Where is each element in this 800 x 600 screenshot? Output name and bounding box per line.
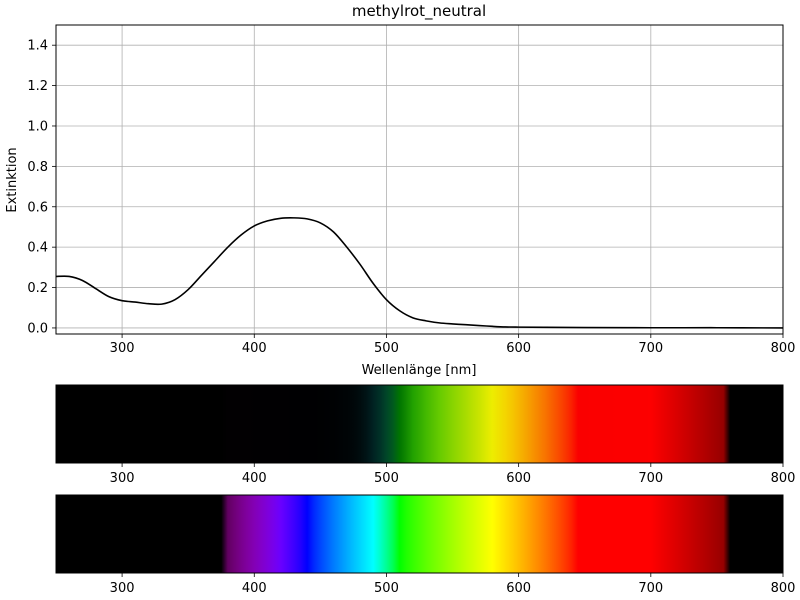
transmitted-x-axis: 300 400 500 600 700 800 — [110, 463, 796, 486]
y-tick-label: 0.2 — [27, 281, 48, 296]
extinction-curve — [55, 217, 784, 329]
y-tick-label: 0.0 — [27, 321, 48, 336]
band-tick-label: 400 — [242, 471, 267, 486]
y-tick-label: 1.0 — [27, 119, 48, 134]
transmitted-spectrum-band — [56, 385, 783, 463]
band-tick-label: 600 — [506, 471, 531, 486]
band-tick-label: 800 — [771, 581, 796, 596]
x-axis-label: Wellenlänge [nm] — [362, 363, 477, 378]
chart-title: methylrot_neutral — [352, 2, 486, 21]
band-tick-label: 800 — [771, 471, 796, 486]
y-tick-label: 1.4 — [27, 39, 48, 54]
x-axis: 300 400 500 600 700 800 — [110, 334, 796, 356]
reference-spectrum-band — [56, 495, 783, 573]
band-tick-label: 500 — [374, 471, 399, 486]
band-tick-label: 700 — [638, 471, 663, 486]
reference-x-axis: 300 400 500 600 700 800 — [110, 573, 796, 596]
reference-spectrum-panel: 300 400 500 600 700 800 — [55, 494, 796, 596]
x-tick-label: 600 — [506, 341, 531, 356]
band-tick-label: 500 — [374, 581, 399, 596]
x-tick-label: 400 — [242, 341, 267, 356]
y-axis-label: Extinktion — [5, 147, 20, 212]
y-axis: 0.0 0.2 0.4 0.6 0.8 1.0 1.2 1.4 — [27, 39, 56, 336]
band-tick-label: 600 — [506, 581, 531, 596]
y-tick-label: 1.2 — [27, 79, 48, 94]
plot-frame — [55, 24, 784, 335]
y-tick-label: 0.8 — [27, 160, 48, 175]
y-tick-label: 0.4 — [27, 241, 48, 256]
transmitted-spectrum-panel: 300 400 500 600 700 800 — [55, 384, 796, 486]
band-tick-label: 300 — [110, 581, 135, 596]
band-tick-label: 400 — [242, 581, 267, 596]
band-tick-label: 700 — [638, 581, 663, 596]
x-tick-label: 300 — [110, 341, 135, 356]
band-tick-label: 300 — [110, 471, 135, 486]
transmitted-band-frame — [55, 384, 784, 464]
grid — [56, 25, 784, 334]
y-tick-label: 0.6 — [27, 200, 48, 215]
x-tick-label: 500 — [374, 341, 399, 356]
x-tick-label: 700 — [638, 341, 663, 356]
x-tick-label: 800 — [771, 341, 796, 356]
reference-band-frame — [55, 494, 784, 574]
main-chart: methylrot_neutral 0.0 0.2 0.4 0.6 0.8 1.0 1.2 1… — [5, 2, 795, 378]
